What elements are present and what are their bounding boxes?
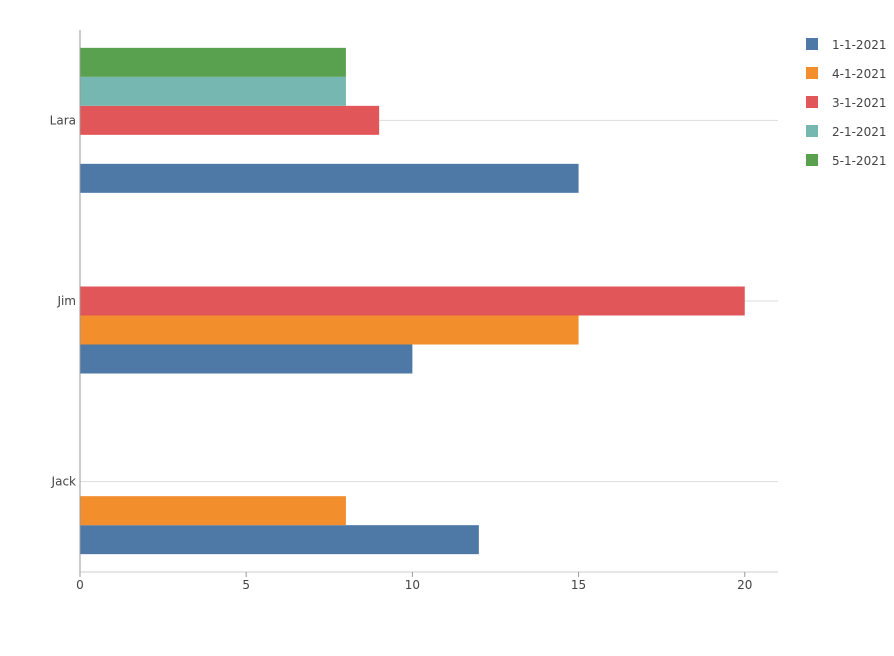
bar-jim-4-1-2021	[80, 315, 579, 345]
legend-item-5-1-2021: 5-1-2021	[806, 154, 886, 168]
legend-swatch-5-1-2021	[806, 154, 818, 166]
legend-swatch-1-1-2021	[806, 38, 818, 50]
legend-swatch-2-1-2021	[806, 125, 818, 137]
x-tick-label-15: 15	[571, 578, 586, 592]
legend-label-3-1-2021: 3-1-2021	[832, 96, 886, 110]
bars	[80, 47, 745, 555]
bar-jack-4-1-2021	[80, 496, 346, 526]
bar-lara-1-1-2021	[80, 163, 579, 193]
bar-jim-1-1-2021	[80, 344, 413, 374]
bar-lara-3-1-2021	[80, 105, 380, 135]
bar-jim-3-1-2021	[80, 286, 745, 316]
legend-item-4-1-2021: 4-1-2021	[806, 67, 886, 81]
y-tick-label-jim: Jim	[56, 294, 76, 308]
legend-label-4-1-2021: 4-1-2021	[832, 67, 886, 81]
legend-swatch-3-1-2021	[806, 96, 818, 108]
legend-item-3-1-2021: 3-1-2021	[806, 96, 886, 110]
x-tick-label-5: 5	[242, 578, 250, 592]
legend-label-1-1-2021: 1-1-2021	[832, 38, 886, 52]
x-tick-label-20: 20	[737, 578, 752, 592]
legend: 1-1-2021 4-1-2021 3-1-2021 2-1-2021 5-1-2021	[806, 38, 886, 168]
x-tick-label-10: 10	[405, 578, 420, 592]
y-tick-label-lara: Lara	[50, 113, 76, 127]
bar-lara-5-1-2021	[80, 47, 346, 77]
bar-lara-2-1-2021	[80, 76, 346, 106]
bar-jack-1-1-2021	[80, 525, 479, 555]
x-tick-label-0: 0	[76, 578, 84, 592]
legend-item-1-1-2021: 1-1-2021	[806, 38, 886, 52]
y-tick-label-jack: Jack	[51, 475, 76, 489]
axes: 0 5 10 15 20 Jack Jim Lara	[50, 30, 778, 592]
legend-label-2-1-2021: 2-1-2021	[832, 125, 886, 139]
legend-swatch-4-1-2021	[806, 67, 818, 79]
legend-label-5-1-2021: 5-1-2021	[832, 154, 886, 168]
legend-item-2-1-2021: 2-1-2021	[806, 125, 886, 139]
